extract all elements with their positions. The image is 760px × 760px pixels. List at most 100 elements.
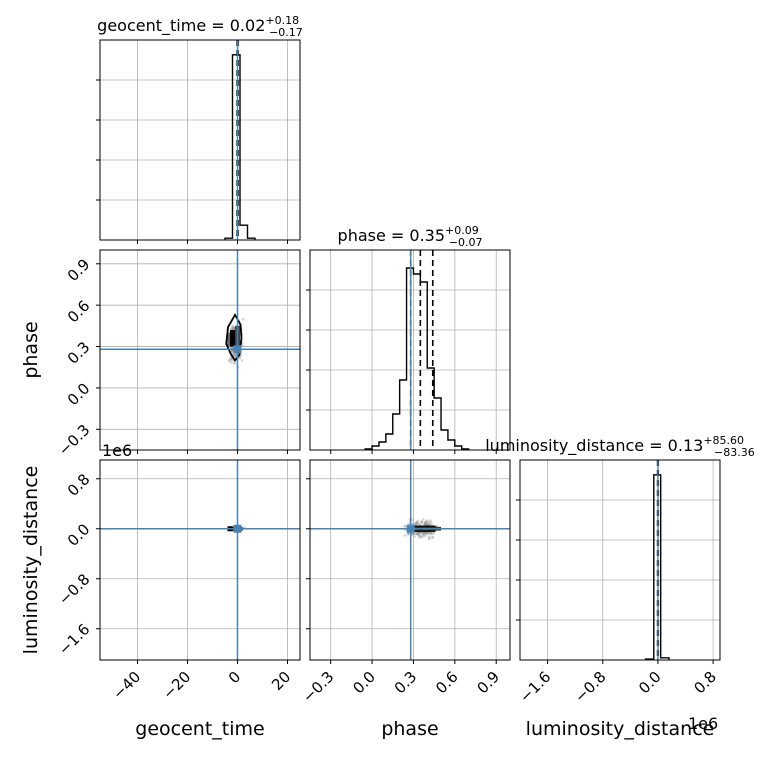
sample-point [238, 356, 242, 360]
sample-point [424, 532, 428, 535]
panel-phase: phase = 0.35+0.09 −0.07 [306, 224, 511, 454]
panel-phase-vs-luminosity_distance: −0.3 0.0 0.3 0.6 0.9 [299, 459, 511, 706]
sample-point [427, 535, 431, 538]
y-tick-label: 0.0 [64, 520, 94, 550]
sample-point [428, 536, 431, 540]
sample-point [241, 317, 245, 321]
x-tick-label: 0.3 [391, 668, 421, 698]
x-tick-label: 0.6 [432, 668, 462, 698]
sample-point [425, 531, 428, 535]
sample-point [426, 531, 430, 534]
x-tick-label: 0.0 [349, 668, 379, 698]
grid [100, 40, 300, 240]
sample-point [232, 361, 236, 364]
sample-point [421, 531, 424, 535]
panel-frame [309, 249, 511, 451]
panel-frame [99, 459, 301, 661]
density-bin [227, 332, 230, 347]
sample-point [421, 532, 424, 536]
sample-point [421, 518, 425, 521]
panel-geocent_time-vs-phase: −0.3 0.0 0.3 0.6 0.9 [55, 249, 301, 459]
sample-point [230, 350, 234, 353]
y-tick-label: 0.8 [64, 470, 94, 500]
truth-marker [233, 345, 242, 354]
x-tick-label: −0.8 [571, 668, 609, 706]
x-axis-label: geocent_time [135, 718, 264, 740]
sample-point [233, 326, 236, 330]
sample-point [227, 358, 231, 362]
panel-title: geocent_time = 0.02+0.18 −0.17 [97, 14, 303, 39]
sample-point [424, 522, 428, 526]
sample-point [420, 520, 424, 524]
sample-point [417, 531, 421, 534]
sample-point [410, 532, 414, 536]
panel-geocent_time: geocent_time = 0.02+0.18 −0.17 [96, 14, 303, 244]
sample-point [404, 525, 408, 528]
sample-point [430, 523, 433, 526]
sample-point [431, 536, 434, 540]
sample-point [233, 361, 237, 365]
sample-point [423, 523, 426, 526]
y-tick-label: 0.6 [64, 297, 94, 327]
sample-point [232, 327, 236, 330]
sample-point [424, 531, 427, 535]
sample-point [419, 534, 423, 538]
title-main: phase = 0.35 [338, 226, 445, 245]
sample-point [417, 535, 421, 539]
sample-point [243, 526, 246, 529]
x-axis-label: luminosity_distance [526, 718, 715, 740]
sample-point [415, 521, 418, 524]
sample-point [240, 359, 244, 362]
y-tick-label: 0.3 [64, 338, 94, 368]
sample-point [424, 523, 427, 527]
sample-point [234, 353, 238, 357]
panel-geocent_time-vs-luminosity_distance: −40 −20 0 20 −1.6 −0.8 0.0 0.8 [55, 459, 301, 703]
y-offset-text: 1e6 [102, 441, 132, 460]
x-tick-label: 20 [268, 668, 294, 694]
sample-point [406, 533, 410, 536]
truth-marker [406, 524, 415, 533]
title-subscript: −83.36 [714, 446, 755, 459]
sample-point [406, 532, 410, 535]
title-main: geocent_time = 0.02 [97, 16, 265, 36]
sample-point [413, 532, 417, 535]
panel-title: luminosity_distance = 0.13+85.60 −83.36 [485, 434, 755, 459]
sample-point [415, 533, 419, 536]
sample-point [432, 531, 435, 535]
panel-frame [309, 459, 511, 661]
sample-point [233, 353, 236, 356]
sample-point [422, 533, 425, 537]
y-tick-label: −0.8 [55, 570, 93, 608]
sample-point [416, 519, 419, 523]
y-tick-label: −0.3 [55, 421, 93, 459]
panel-content [224, 40, 256, 240]
sample-point [424, 521, 427, 525]
sample-point [419, 536, 423, 539]
sample-point [230, 326, 234, 330]
x-tick-label: 0.9 [473, 668, 503, 698]
sample-point [427, 537, 431, 541]
title-superscript: +0.18 [265, 14, 299, 27]
sample-point [424, 521, 427, 524]
grid [100, 460, 300, 660]
sample-point [417, 534, 421, 537]
sample-point [229, 346, 233, 349]
y-tick-label: 0.0 [64, 379, 94, 409]
sample-point [424, 534, 427, 537]
title-main: luminosity_distance = 0.13 [485, 436, 703, 456]
panel-frame [99, 249, 301, 451]
histogram-geocent_time [224, 54, 256, 240]
sample-point [414, 522, 418, 525]
title-subscript: −0.17 [269, 26, 303, 39]
sample-point [411, 522, 415, 526]
sample-point [425, 523, 428, 527]
sample-point [231, 326, 234, 330]
sample-point [234, 354, 237, 358]
sample-point [417, 532, 421, 535]
panel-title: phase = 0.35+0.09 −0.07 [338, 224, 483, 249]
sample-point [403, 525, 406, 528]
sample-point [229, 357, 233, 361]
x-tick-label: −1.6 [516, 668, 554, 706]
panel-frame [519, 459, 721, 661]
title-superscript: +0.09 [445, 224, 479, 237]
